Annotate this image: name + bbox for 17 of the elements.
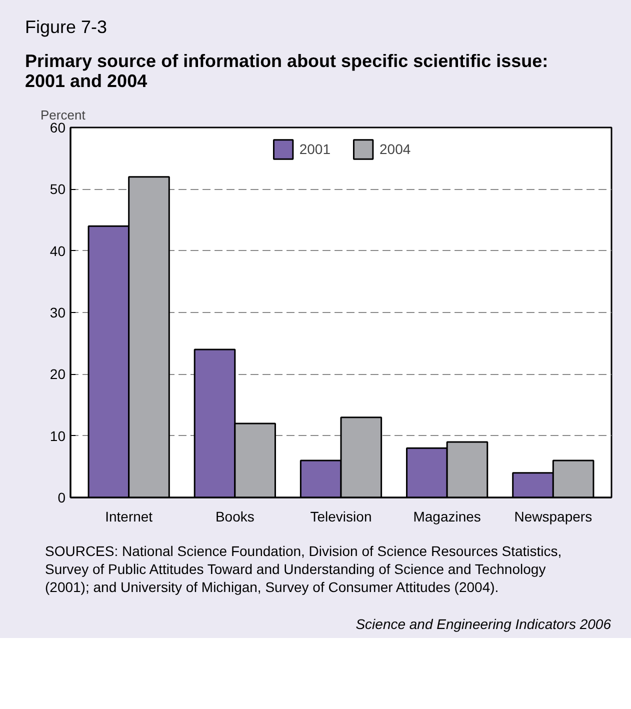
y-tick-label: 50 bbox=[50, 181, 66, 198]
x-tick-label: Television bbox=[310, 508, 372, 525]
chart-subtitle: Primary source of information about specific scientific issue: 2001 and 2004 bbox=[25, 50, 550, 92]
x-tick-label: Magazines bbox=[413, 508, 481, 525]
text: Science and Engineering Indicators 2006 bbox=[356, 614, 611, 633]
source-note: SOURCES: National Science Foundation, Division of Science Resources Statistics, Survey of Public Attitudes Toward and Understanding of Science and Technology (2001); and University of Michigan, Survey of Consumer Attitudes (2004). bbox=[45, 542, 563, 597]
x-tick-label: Newspapers bbox=[514, 508, 592, 525]
x-tick-label: Internet bbox=[105, 508, 153, 525]
y-tick-label: 30 bbox=[50, 304, 66, 321]
y-tick-label: 40 bbox=[50, 242, 66, 259]
legend-label: 2004 bbox=[380, 141, 411, 158]
y-tick-label: 10 bbox=[50, 428, 66, 444]
legend-label: 2001 bbox=[299, 141, 330, 158]
x-tick-label: Books bbox=[215, 508, 254, 525]
y-tick-label: 20 bbox=[50, 366, 66, 382]
chart-title: Figure 7-3 bbox=[25, 16, 108, 39]
y-tick-label: 0 bbox=[58, 490, 66, 506]
